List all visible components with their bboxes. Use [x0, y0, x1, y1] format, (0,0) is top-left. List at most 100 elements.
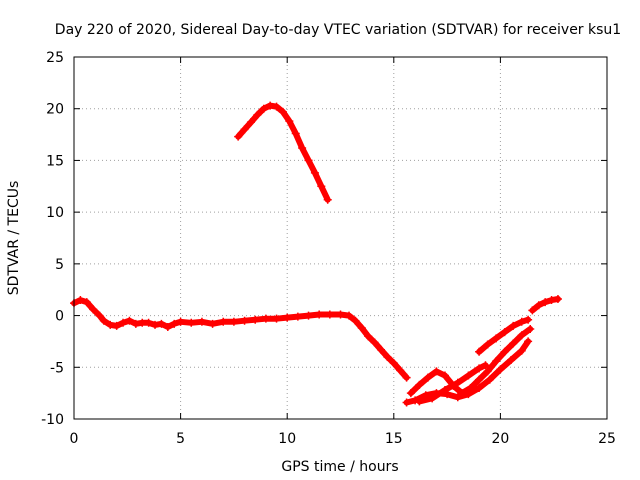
- data-point: [466, 383, 475, 392]
- x-tick-label: 15: [385, 431, 403, 447]
- series-layer: [70, 101, 562, 407]
- y-tick-label: 25: [46, 50, 64, 66]
- y-axis-label: SDTVAR / TECUs: [6, 181, 22, 296]
- data-point: [492, 334, 501, 343]
- data-point: [208, 319, 217, 328]
- data-point: [298, 144, 307, 153]
- data-point: [370, 338, 379, 347]
- data-point: [517, 331, 526, 340]
- data-point: [440, 371, 449, 380]
- data-point: [325, 310, 334, 319]
- series-tail: [528, 295, 562, 315]
- data-point: [278, 107, 287, 116]
- data-point: [534, 301, 543, 310]
- data-point: [229, 317, 238, 326]
- data-point: [541, 298, 550, 307]
- data-point: [453, 378, 462, 387]
- data-point: [500, 328, 509, 337]
- data-point: [389, 359, 398, 368]
- y-tick-label: 10: [46, 205, 64, 221]
- data-point: [197, 317, 206, 326]
- data-point: [415, 380, 424, 389]
- chart-title: Day 220 of 2020, Sidereal Day-to-day VTE…: [55, 22, 621, 38]
- data-point: [475, 364, 484, 373]
- x-tick-label: 0: [70, 431, 79, 447]
- data-point: [553, 295, 562, 304]
- data-point: [415, 397, 424, 406]
- data-point: [157, 319, 166, 328]
- data-point: [240, 125, 249, 134]
- data-point: [383, 352, 392, 361]
- data-point: [76, 296, 85, 305]
- data-point: [351, 316, 360, 325]
- data-point: [291, 129, 300, 138]
- y-tick-label: 5: [55, 257, 64, 273]
- data-point: [453, 393, 462, 402]
- data-point: [364, 332, 373, 341]
- y-tick-label: -10: [41, 412, 64, 428]
- series-trough-2: [406, 325, 535, 398]
- data-point: [304, 311, 313, 320]
- data-point: [246, 118, 255, 127]
- data-point: [317, 182, 326, 191]
- data-point: [272, 102, 281, 111]
- data-point: [251, 315, 260, 324]
- data-point: [423, 373, 432, 382]
- data-point: [432, 367, 441, 376]
- data-point: [547, 296, 556, 305]
- series-rise: [475, 315, 533, 356]
- data-point: [176, 317, 185, 326]
- x-tick-label: 25: [598, 431, 616, 447]
- data-point: [285, 117, 294, 126]
- data-point: [170, 319, 179, 328]
- x-tick-label: 20: [491, 431, 509, 447]
- data-point: [396, 366, 405, 375]
- data-point: [526, 325, 535, 334]
- data-point: [483, 367, 492, 376]
- data-point: [234, 132, 243, 141]
- data-point: [253, 110, 262, 119]
- data-point: [310, 168, 319, 177]
- data-point: [440, 386, 449, 395]
- y-tick-label: 15: [46, 153, 64, 169]
- data-point: [357, 323, 366, 332]
- ticks: 0 5 10 15 20 25 -10 -5 0 5 10 15 20 25: [41, 50, 616, 447]
- data-point: [402, 398, 411, 407]
- data-point: [402, 373, 411, 382]
- data-point: [475, 375, 484, 384]
- data-point: [283, 313, 292, 322]
- data-point: [475, 383, 484, 392]
- x-tick-label: 5: [176, 431, 185, 447]
- x-tick-label: 10: [278, 431, 296, 447]
- data-point: [524, 315, 533, 324]
- y-tick-label: -5: [50, 360, 64, 376]
- data-point: [524, 337, 533, 346]
- series-main: [70, 296, 411, 382]
- series-arc: [234, 101, 332, 204]
- data-point: [106, 320, 115, 329]
- data-point: [144, 318, 153, 327]
- data-point: [119, 318, 128, 327]
- y-tick-label: 20: [46, 102, 64, 118]
- data-point: [406, 389, 415, 398]
- data-point: [131, 319, 140, 328]
- data-point: [528, 306, 537, 315]
- data-point: [240, 316, 249, 325]
- data-point: [187, 318, 196, 327]
- data-point: [272, 314, 281, 323]
- data-point: [509, 321, 518, 330]
- data-point: [125, 316, 134, 325]
- data-point: [151, 320, 160, 329]
- data-point: [293, 312, 302, 321]
- data-point: [481, 361, 490, 370]
- data-point: [163, 322, 172, 331]
- grid: [74, 57, 607, 419]
- data-point: [509, 339, 518, 348]
- data-point: [304, 156, 313, 165]
- y-tick-label: 0: [55, 309, 64, 325]
- x-axis-label: GPS time / hours: [281, 459, 398, 475]
- series-band: [71, 297, 410, 381]
- data-point: [485, 375, 494, 384]
- data-point: [500, 347, 509, 356]
